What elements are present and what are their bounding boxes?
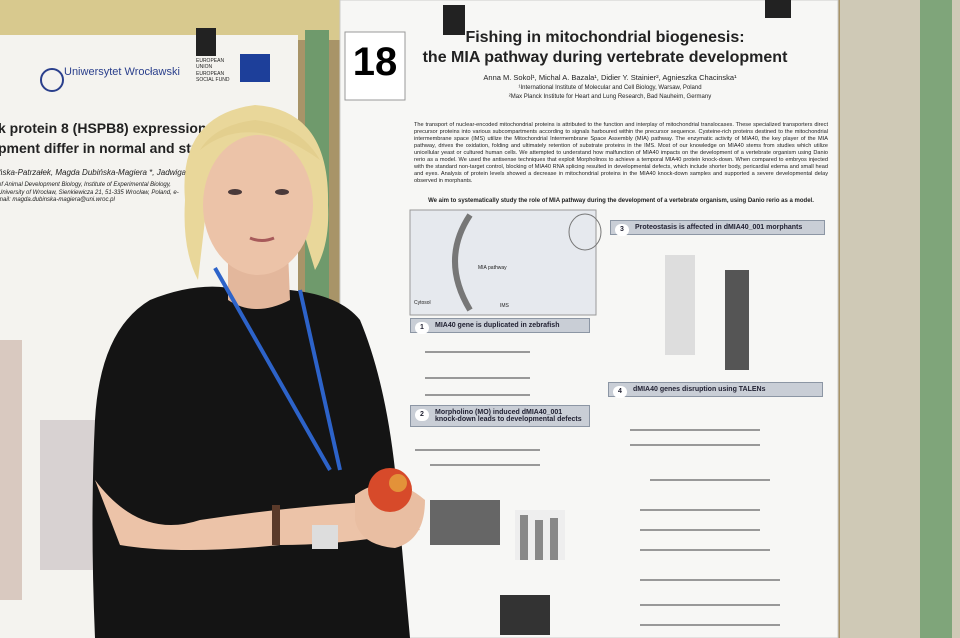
aim: We aim to systematically study the role … bbox=[428, 198, 814, 204]
eu-flag bbox=[240, 54, 270, 82]
eu-label: EUROPEAN UNION EUROPEAN SOCIAL FUND bbox=[196, 58, 230, 83]
panel-number: 1 bbox=[415, 322, 429, 334]
diagram-label: IMS bbox=[500, 303, 509, 309]
university-logo bbox=[40, 68, 64, 92]
abstract: The transport of nuclear-encoded mitocho… bbox=[414, 122, 828, 184]
embryo-photo bbox=[500, 595, 550, 635]
panel-header: 4 dMIA40 genes disruption using TALENs bbox=[608, 382, 823, 398]
diagram-label: Cytosol bbox=[414, 300, 431, 306]
binder-clip bbox=[765, 0, 791, 18]
gel-image bbox=[430, 500, 500, 545]
embryo-images bbox=[40, 420, 100, 570]
bracelet bbox=[272, 505, 280, 545]
embryo-images bbox=[0, 340, 22, 600]
face bbox=[203, 135, 313, 275]
western-blot bbox=[665, 255, 695, 355]
apple-highlight bbox=[389, 474, 407, 492]
panel-header: 3 Proteostasis is affected in dMIA40_001 … bbox=[610, 220, 825, 236]
left-affiliation: of Animal Development Biology, Institute… bbox=[0, 182, 179, 203]
panel-number: 2 bbox=[415, 409, 429, 421]
panel-header: 1 MIA40 gene is duplicated in zebrafish bbox=[410, 318, 590, 334]
eye bbox=[228, 189, 242, 195]
badge bbox=[312, 525, 338, 549]
affiliation: ¹International Institute of Molecular an… bbox=[518, 85, 702, 91]
green-pole bbox=[920, 0, 952, 638]
poster-title: Fishing in mitochondrial biogenesis: bbox=[465, 29, 745, 46]
panel-title: Proteostasis is affected in dMIA40_001 m… bbox=[635, 224, 803, 231]
poster-title: the MIA pathway during vertebrate develo… bbox=[422, 49, 788, 66]
arm bbox=[95, 480, 420, 550]
panel-number: 3 bbox=[615, 224, 629, 236]
fringe bbox=[200, 120, 320, 160]
poster-number-box bbox=[344, 31, 406, 101]
mitochondrion-icon bbox=[568, 213, 602, 251]
eye bbox=[275, 189, 289, 195]
panel-title: dMIA40 genes disruption using TALENs bbox=[633, 386, 766, 393]
university-name: Uniwersytet Wrocławski bbox=[64, 66, 180, 78]
panel-header: 2 Morpholino (MO) induced dMIA40_001 knoc… bbox=[410, 405, 590, 427]
pathway-diagram bbox=[409, 209, 597, 316]
figure-bar bbox=[550, 518, 558, 560]
affiliation: ²Max Planck Institute for Heart and Lung… bbox=[508, 94, 712, 100]
poster-number: 18 bbox=[352, 40, 398, 84]
gene-schematics bbox=[415, 351, 780, 626]
panel-number: 4 bbox=[613, 386, 627, 398]
panel-title: Morpholino (MO) induced dMIA40_001 knock… bbox=[435, 409, 582, 423]
figure-bar bbox=[535, 520, 543, 560]
binder-clip bbox=[196, 28, 216, 56]
western-blot bbox=[725, 270, 749, 370]
window-light bbox=[0, 0, 340, 40]
lanyard bbox=[213, 267, 342, 471]
left-authors: ńska-Patrzałek, Magda Dubińska-Magiera *… bbox=[0, 168, 225, 177]
black-shirt bbox=[92, 286, 410, 638]
poster-authors: Anna M. Sokol¹, Michal A. Bazala¹, Didie… bbox=[483, 73, 737, 82]
apple bbox=[368, 468, 412, 512]
binder-clip bbox=[443, 5, 465, 35]
membrane bbox=[452, 213, 473, 312]
figure-bar bbox=[520, 515, 528, 560]
mouth bbox=[249, 236, 275, 242]
panel-title: MIA40 gene is duplicated in zebrafish bbox=[435, 322, 560, 329]
diagram-label: MIA pathway bbox=[478, 265, 507, 271]
